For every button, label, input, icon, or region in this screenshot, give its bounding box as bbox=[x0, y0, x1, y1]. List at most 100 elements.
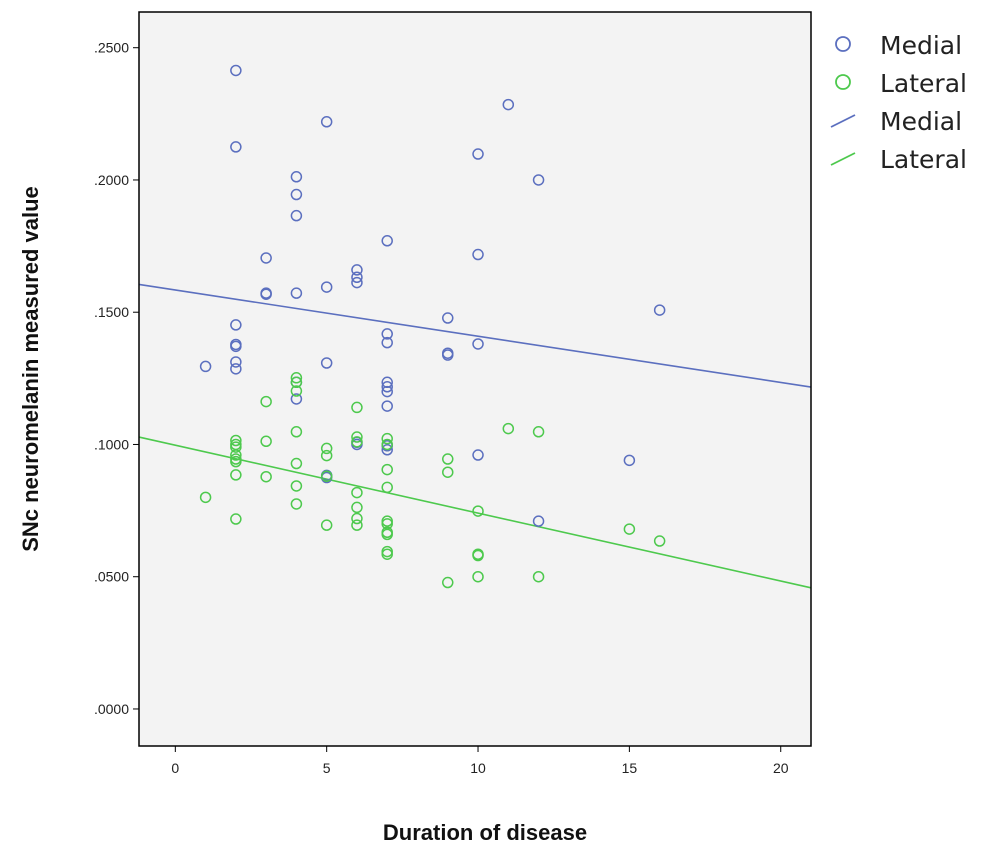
data-point-lateral bbox=[290, 498, 303, 510]
data-point-lateral bbox=[623, 523, 636, 535]
data-point-medial bbox=[290, 393, 303, 405]
legend-label: Lateral bbox=[880, 69, 967, 98]
data-point-lateral bbox=[290, 372, 303, 384]
fit-lines bbox=[138, 283, 812, 589]
plot-area bbox=[139, 12, 811, 746]
data-point-lateral bbox=[532, 426, 545, 438]
data-point-medial bbox=[290, 171, 303, 183]
data-point-lateral bbox=[230, 455, 242, 468]
data-point-lateral bbox=[502, 422, 515, 435]
x-tick-label: 5 bbox=[323, 760, 331, 776]
data-point-medial bbox=[472, 248, 484, 261]
data-point-medial bbox=[381, 336, 393, 349]
data-point-medial bbox=[351, 271, 363, 284]
legend: Medial Lateral Medial Lateral bbox=[830, 31, 967, 174]
data-point-lateral bbox=[472, 549, 484, 562]
legend-item-marker-medial: Medial bbox=[835, 31, 962, 60]
data-point-lateral bbox=[381, 528, 393, 541]
data-point-medial bbox=[381, 400, 393, 412]
legend-label: Medial bbox=[880, 31, 962, 60]
data-point-medial bbox=[230, 319, 242, 331]
data-point-medial bbox=[290, 209, 303, 222]
legend-marker-lateral bbox=[835, 74, 851, 90]
data-point-medial bbox=[502, 98, 515, 111]
data-point-medial bbox=[351, 264, 363, 276]
data-point-lateral bbox=[351, 519, 363, 531]
y-tick-label: .2000 bbox=[94, 172, 129, 188]
x-axis: 0 5 10 15 20 bbox=[171, 746, 789, 776]
y-tick-label: .1000 bbox=[94, 436, 129, 452]
data-point-medial bbox=[532, 174, 545, 186]
data-point-lateral bbox=[199, 491, 212, 504]
data-point-medial bbox=[351, 276, 363, 289]
data-point-medial bbox=[623, 454, 636, 467]
data-point-lateral bbox=[351, 401, 363, 414]
data-point-lateral bbox=[230, 469, 242, 481]
data-point-medial bbox=[260, 252, 272, 264]
data-point-medial bbox=[653, 304, 666, 316]
data-point-lateral bbox=[230, 449, 242, 461]
fit-line-medial bbox=[138, 283, 812, 388]
data-point-lateral bbox=[320, 442, 333, 455]
legend-item-marker-lateral: Lateral bbox=[835, 69, 967, 98]
data-point-medial bbox=[381, 385, 393, 398]
data-point-lateral bbox=[381, 548, 393, 560]
data-point-lateral bbox=[260, 435, 272, 448]
data-point-lateral bbox=[290, 385, 303, 397]
plot-border bbox=[138, 11, 812, 747]
y-axis: .0000 .0500 .1000 .1500 .2000 .2500 bbox=[94, 40, 139, 717]
data-point-lateral bbox=[351, 486, 363, 499]
data-point-lateral bbox=[320, 470, 333, 482]
data-point-medial bbox=[381, 235, 393, 247]
legend-line-medial bbox=[830, 114, 856, 128]
data-point-lateral bbox=[442, 576, 454, 589]
data-point-lateral bbox=[351, 431, 363, 443]
data-point-medial bbox=[320, 116, 333, 128]
data-point-lateral bbox=[532, 570, 545, 583]
x-tick-label: 0 bbox=[171, 760, 179, 776]
data-point-medial bbox=[472, 449, 484, 461]
data-point-lateral bbox=[230, 434, 242, 447]
legend-marker-medial bbox=[835, 36, 851, 52]
y-tick-label: .1500 bbox=[94, 304, 129, 320]
data-point-lateral bbox=[472, 505, 484, 517]
data-point-lateral bbox=[381, 432, 393, 445]
data-point-medial bbox=[442, 312, 454, 324]
data-points bbox=[199, 64, 666, 589]
fit-line-lateral bbox=[138, 436, 812, 589]
data-point-medial bbox=[230, 340, 242, 353]
data-point-lateral bbox=[381, 463, 393, 476]
data-point-lateral bbox=[320, 449, 333, 462]
legend-item-line-medial: Medial bbox=[830, 107, 962, 136]
data-point-medial bbox=[230, 356, 242, 368]
x-tick-label: 20 bbox=[773, 760, 789, 776]
data-point-lateral bbox=[290, 376, 303, 389]
y-tick-label: .0000 bbox=[94, 701, 129, 717]
data-point-lateral bbox=[230, 513, 242, 525]
data-point-medial bbox=[320, 281, 333, 293]
data-point-lateral bbox=[381, 438, 393, 451]
legend-item-line-lateral: Lateral bbox=[830, 145, 967, 174]
x-axis-title: Duration of disease bbox=[383, 820, 587, 843]
data-point-medial bbox=[381, 444, 393, 456]
data-point-medial bbox=[260, 288, 272, 300]
data-point-medial bbox=[381, 328, 393, 340]
data-point-medial bbox=[230, 363, 242, 375]
x-tick-label: 15 bbox=[622, 760, 638, 776]
data-point-lateral bbox=[260, 470, 272, 483]
data-point-medial bbox=[532, 515, 545, 527]
data-point-lateral bbox=[320, 519, 333, 531]
y-tick-label: .2500 bbox=[94, 40, 129, 56]
data-point-lateral bbox=[442, 466, 454, 478]
data-point-lateral bbox=[381, 481, 393, 494]
legend-label: Lateral bbox=[880, 145, 967, 174]
data-point-medial bbox=[381, 381, 393, 393]
data-point-lateral bbox=[351, 436, 363, 448]
data-point-lateral bbox=[442, 453, 454, 465]
data-point-medial bbox=[199, 360, 212, 373]
data-point-lateral bbox=[230, 441, 242, 453]
data-point-lateral bbox=[290, 426, 303, 438]
y-tick-label: .0500 bbox=[94, 569, 129, 585]
data-point-lateral bbox=[290, 457, 303, 470]
